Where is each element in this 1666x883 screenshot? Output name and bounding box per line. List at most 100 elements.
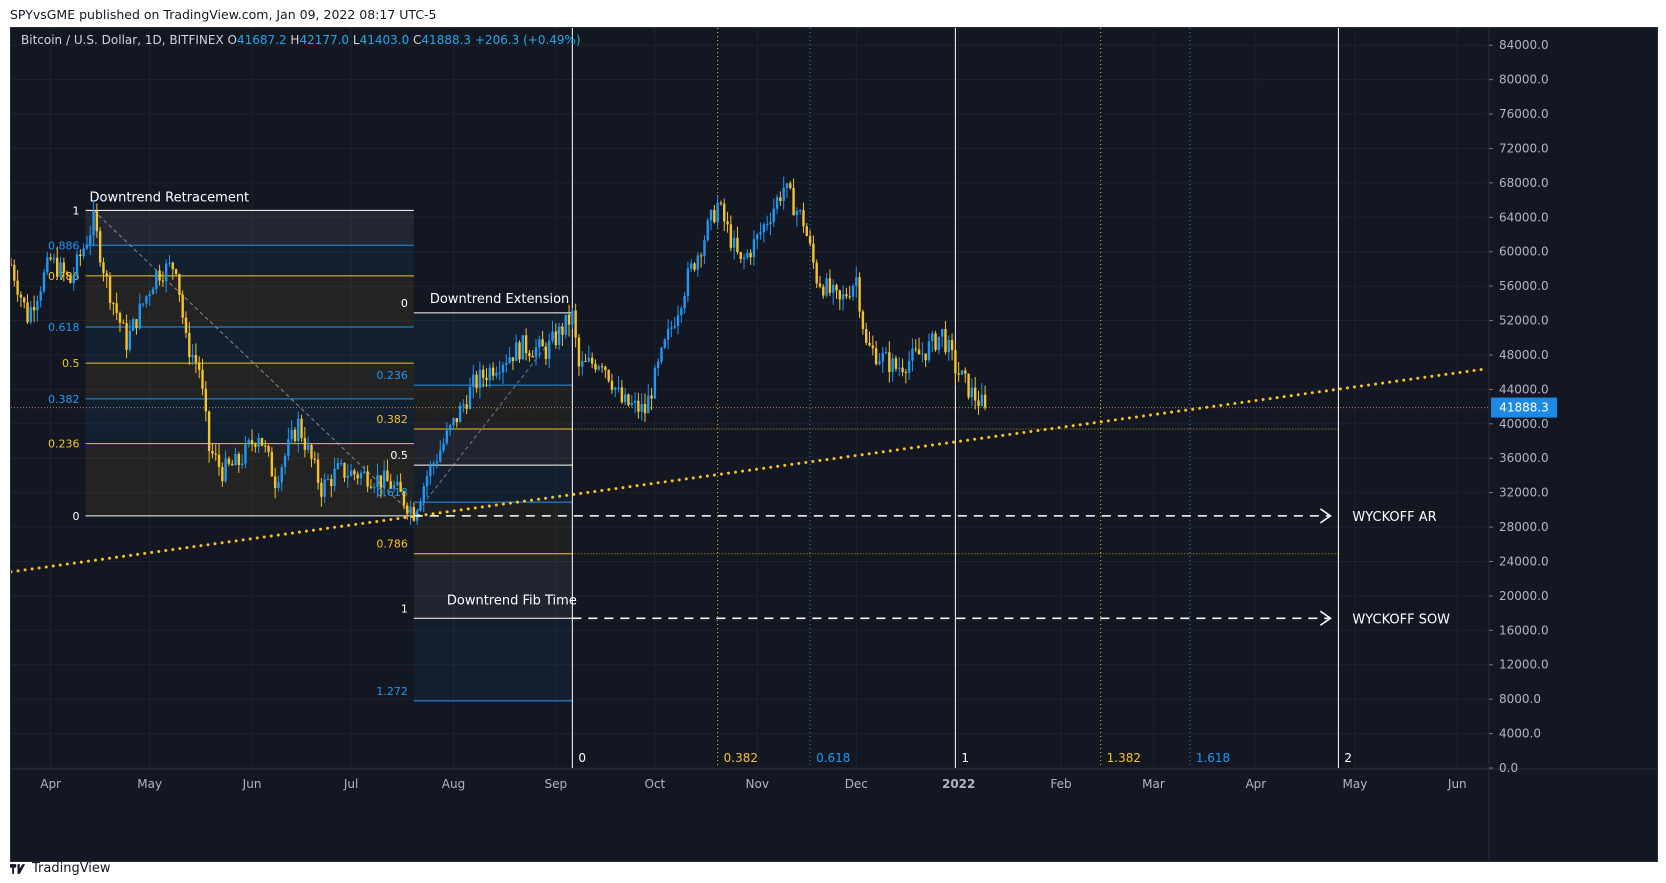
candle-body [868, 342, 871, 346]
fib-extension-label: 0.786 [376, 538, 408, 551]
y-tick-label: 4000.0 [1499, 727, 1541, 741]
candle-body [785, 183, 789, 188]
candle-body [729, 224, 733, 248]
y-tick-label: 0.0 [1499, 761, 1518, 775]
footer-brand[interactable]: TradingView [10, 858, 111, 880]
fib-time-title: Downtrend Fib Time [447, 593, 577, 608]
fib-zone [85, 443, 414, 516]
candle-body [789, 183, 792, 189]
candle-body [52, 257, 56, 260]
candle-body [244, 443, 247, 464]
candle-body [670, 327, 673, 329]
fib-zone [85, 327, 414, 364]
candle-body [673, 325, 676, 328]
candle-body [917, 349, 921, 355]
candle-body [303, 438, 307, 450]
candle-body [980, 394, 983, 406]
candle-body [399, 481, 402, 492]
y-tick-label: 60000.0 [1499, 245, 1549, 259]
candle-body [158, 270, 161, 281]
candle-body [960, 370, 964, 375]
candle-body [56, 257, 59, 277]
candle-body [551, 331, 554, 341]
candle-body [112, 302, 115, 304]
fib-extension-label: 1 [401, 602, 408, 615]
candle-body [888, 352, 891, 373]
candle-body [191, 355, 194, 358]
candle-body [970, 387, 974, 398]
y-tick-label: 76000.0 [1499, 107, 1549, 121]
candle-body [336, 462, 340, 469]
x-tick-label: Oct [645, 777, 666, 791]
chart-frame[interactable]: 1 0.886 0.786 0.618 0.5 0.382 0.236 0 Downtrend … [10, 27, 1658, 862]
candle-body [468, 387, 472, 409]
y-tick-label: 40000.0 [1499, 417, 1549, 431]
candle-body [511, 357, 515, 362]
candle-body [656, 361, 660, 368]
candle-body [184, 317, 188, 333]
wyckoff-label: WYCKOFF SOW [1352, 612, 1450, 627]
candle-body [617, 387, 620, 389]
candle-body [600, 366, 604, 368]
candle-body [954, 350, 957, 374]
candle-body [105, 273, 108, 277]
candle-body [439, 450, 442, 462]
x-tick-label: Apr [1245, 777, 1266, 791]
candle-body [254, 444, 257, 447]
candle-body [340, 462, 343, 464]
arrow-head-icon [1319, 508, 1332, 524]
candle-body [921, 353, 924, 355]
candle-body [752, 239, 756, 258]
candle-body [812, 243, 815, 263]
candle-body [293, 429, 297, 442]
fib-zone [85, 210, 414, 246]
y-tick-label: 8000.0 [1499, 692, 1541, 706]
candle-body [769, 221, 772, 225]
candle-body [363, 471, 366, 473]
fib-zone [413, 385, 573, 429]
y-tick-label: 56000.0 [1499, 279, 1549, 293]
y-tick-label: 12000.0 [1499, 658, 1549, 672]
x-tick-label: May [137, 777, 162, 791]
candle-body [746, 252, 749, 258]
price-chart[interactable]: 1 0.886 0.786 0.618 0.5 0.382 0.236 0 Downtrend … [11, 28, 1657, 861]
open-label: O [227, 33, 237, 47]
change-value: +206.3 (+0.49%) [474, 33, 581, 47]
candle-body [597, 366, 600, 370]
candle-body [904, 372, 908, 374]
candle-body [557, 326, 561, 346]
candle-body [264, 445, 267, 447]
candle-body [884, 352, 888, 354]
candle-body [845, 294, 848, 297]
candle-body [709, 210, 713, 221]
candle-body [739, 252, 742, 259]
x-tick-label: Mar [1142, 777, 1165, 791]
candle-body [931, 333, 934, 342]
candle-body [435, 461, 439, 464]
candle-body [247, 440, 250, 444]
candle-body [878, 361, 881, 365]
candle-body [267, 445, 270, 452]
candle-body [792, 188, 795, 216]
candle-body [148, 294, 151, 297]
candle-body [795, 210, 799, 216]
candle-body [369, 486, 373, 488]
candle-body [161, 280, 165, 282]
candle-body [723, 203, 726, 222]
candle-body [62, 262, 66, 273]
wyckoff-label: WYCKOFF AR [1352, 510, 1436, 525]
fib-extension-label: 0.236 [376, 369, 408, 382]
candle-body [287, 439, 290, 456]
candle-body [125, 323, 128, 350]
candle-body [396, 481, 399, 486]
candle-body [171, 262, 174, 270]
candle-body [227, 458, 231, 464]
symbol-name: Bitcoin / U.S. Dollar, 1D, BITFINEX [21, 33, 224, 47]
arrow-head-icon [1319, 610, 1332, 626]
candle-body [973, 387, 977, 401]
candle-body [69, 274, 72, 283]
y-tick-label: 36000.0 [1499, 451, 1549, 465]
candle-body [726, 221, 729, 225]
close-label: C [413, 33, 422, 47]
candle-body [944, 329, 947, 353]
